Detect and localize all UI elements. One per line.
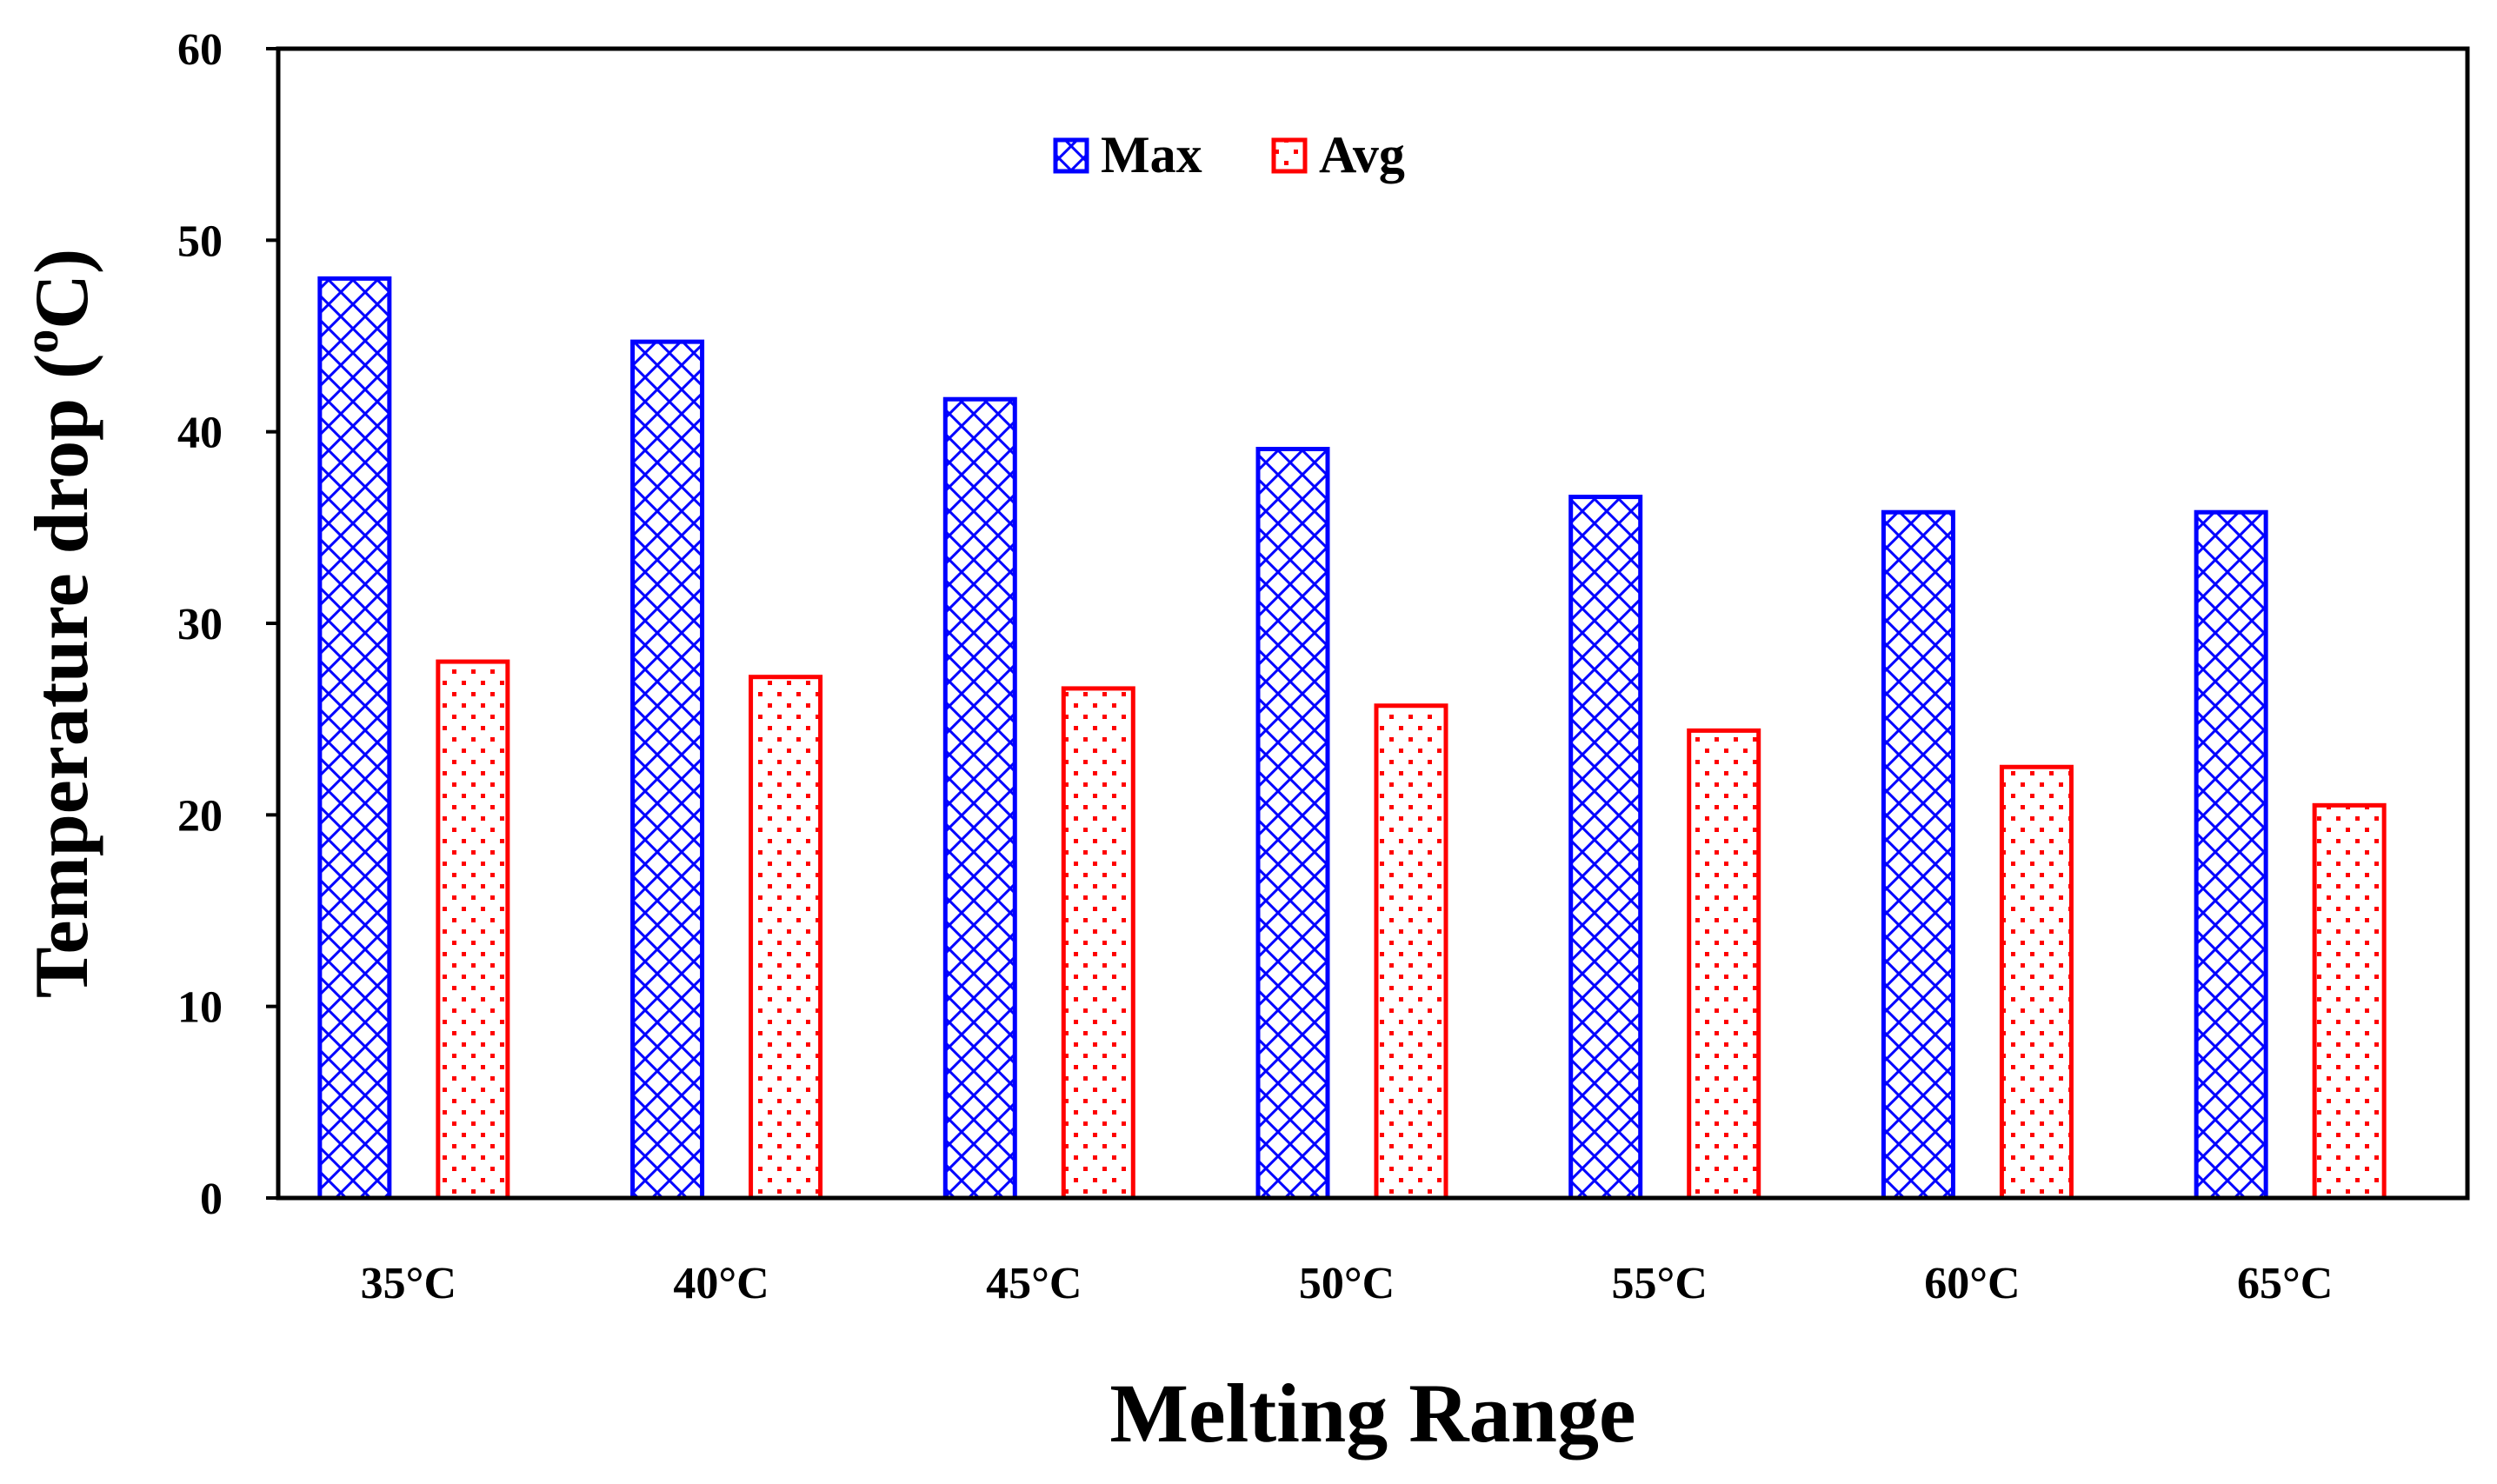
y-tick-label: 20 [177, 791, 223, 841]
legend: Max Avg [1053, 126, 1405, 183]
y-axis-title: Temperature drop (oC) [15, 249, 104, 998]
bar-avg [749, 675, 823, 1201]
x-axis-title: Melting Range [1109, 1367, 1635, 1460]
bar-max [2194, 509, 2268, 1201]
y-tick-label: 10 [177, 983, 223, 1033]
y-tick-label: 30 [177, 600, 223, 649]
bar-max [1881, 509, 1955, 1201]
bar-max [630, 339, 705, 1201]
bar-avg [436, 659, 510, 1201]
y-tick-label: 40 [177, 409, 223, 458]
legend-label-max: Max [1101, 126, 1202, 183]
legend-swatch-avg [1271, 137, 1308, 174]
x-tick-label: 55°C [1612, 1259, 1708, 1308]
y-tick-label: 0 [200, 1175, 223, 1224]
bar-max [317, 276, 392, 1201]
bar-max [1255, 446, 1330, 1201]
bar-avg [1374, 703, 1448, 1201]
x-tick-label: 40°C [673, 1259, 769, 1308]
bar-avg [1999, 764, 2074, 1201]
y-tick-label: 50 [177, 216, 223, 266]
bar-max [1568, 495, 1643, 1201]
x-tick-label: 35°C [361, 1259, 456, 1308]
x-tick-label: 50°C [1299, 1259, 1395, 1308]
x-tick-label: 45°C [986, 1259, 1082, 1308]
x-tick-label: 60°C [1924, 1259, 2020, 1308]
y-tick-label: 60 [177, 25, 223, 75]
legend-label-avg: Avg [1319, 126, 1405, 183]
plot-frame [276, 46, 2470, 1201]
bar-avg [1061, 686, 1135, 1201]
y-axis-title-main: Temperature drop ( [20, 354, 104, 998]
y-axis-title-sup: o [15, 329, 69, 354]
bar-max [942, 396, 1017, 1201]
bar-avg [2312, 802, 2387, 1201]
x-tick-label: 65°C [2237, 1259, 2333, 1308]
y-axis-title-end: C) [20, 249, 104, 329]
legend-swatch-max [1053, 137, 1089, 174]
bar-avg [1687, 728, 1761, 1201]
